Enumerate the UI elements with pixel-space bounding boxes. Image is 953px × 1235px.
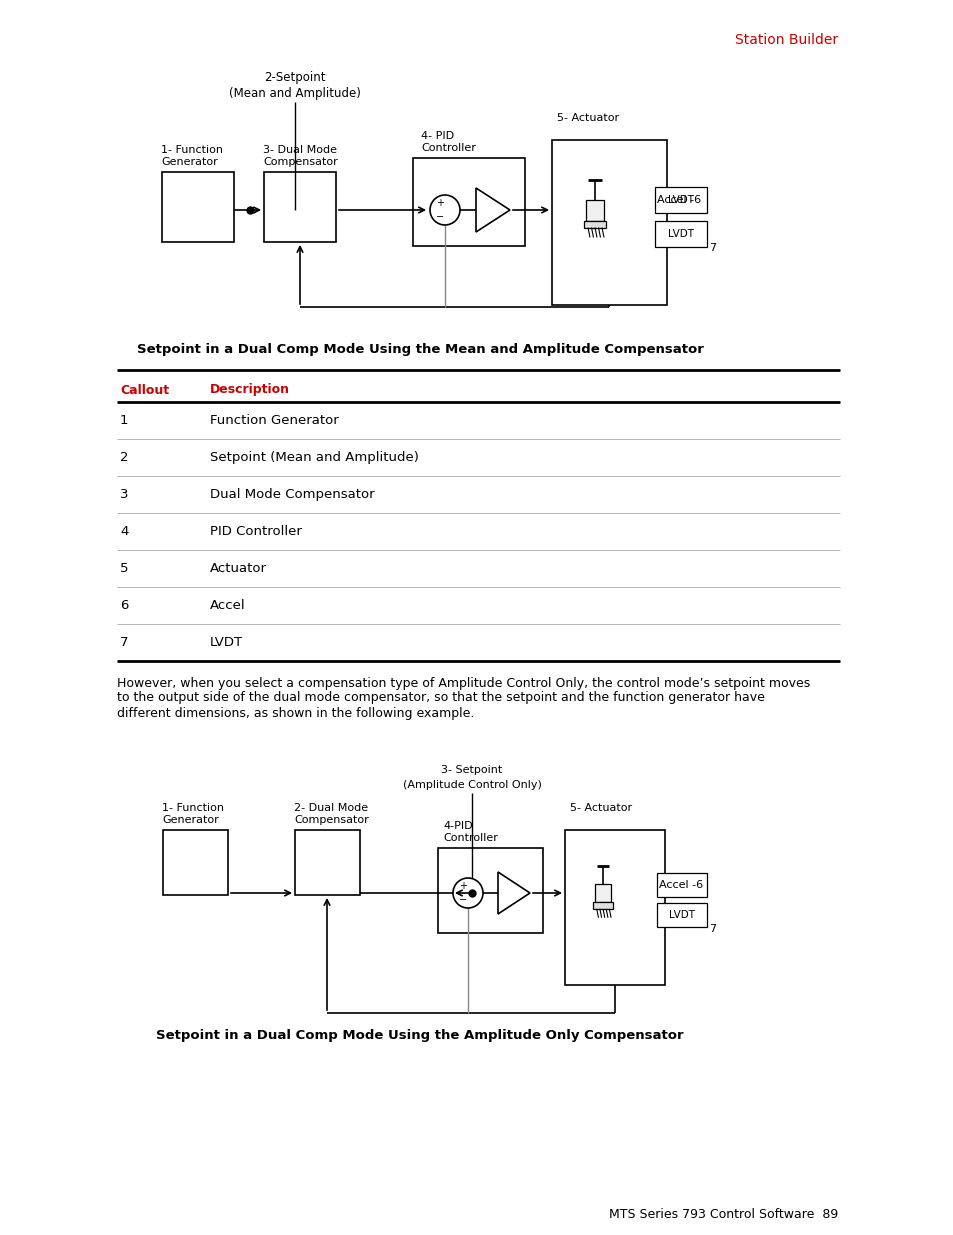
Text: (Amplitude Control Only): (Amplitude Control Only) [402,781,541,790]
Text: Compensator: Compensator [263,157,337,167]
Bar [564,830,664,986]
Text: Callout: Callout [120,384,169,396]
Text: Compensator: Compensator [294,815,369,825]
Text: 5- Actuator: 5- Actuator [557,112,618,124]
Text: Setpoint (Mean and Amplitude): Setpoint (Mean and Amplitude) [210,451,418,464]
Text: +: + [458,882,466,892]
Text: 5- Actuator: 5- Actuator [569,803,632,813]
Text: However, when you select a compensation type of Amplitude Control Only, the cont: However, when you select a compensation … [117,677,809,689]
Text: 4-PID: 4-PID [442,821,472,831]
Text: 2- Dual Mode: 2- Dual Mode [294,803,368,813]
Text: Description: Description [210,384,290,396]
Bar [552,140,666,305]
Text: 7: 7 [708,924,716,934]
Text: 2-Setpoint: 2-Setpoint [264,72,325,84]
Bar [163,830,228,895]
Bar [593,903,612,909]
Text: Generator: Generator [161,157,217,167]
Bar [657,873,706,897]
Text: LVDT: LVDT [668,910,695,920]
Text: 3- Setpoint: 3- Setpoint [441,764,502,776]
Text: 3- Dual Mode: 3- Dual Mode [263,144,336,156]
Text: Setpoint in a Dual Comp Mode Using the Mean and Amplitude Compensator: Setpoint in a Dual Comp Mode Using the M… [136,343,702,357]
Bar [437,848,542,932]
Text: to the output side of the dual mode compensator, so that the setpoint and the fu: to the output side of the dual mode comp… [117,692,764,704]
Text: (Mean and Amplitude): (Mean and Amplitude) [229,88,360,100]
Text: different dimensions, as shown in the following example.: different dimensions, as shown in the fo… [117,706,474,720]
Circle shape [430,195,459,225]
Bar [413,158,524,246]
Bar [583,221,605,227]
Text: LVDT: LVDT [667,195,693,205]
Text: 7: 7 [708,243,716,253]
Bar [595,883,611,903]
Bar [655,186,706,212]
Polygon shape [497,872,530,914]
Text: Generator: Generator [162,815,218,825]
Text: +: + [436,199,443,209]
Text: Setpoint in a Dual Comp Mode Using the Amplitude Only Compensator: Setpoint in a Dual Comp Mode Using the A… [156,1030,683,1042]
Bar [655,221,706,247]
Bar [657,903,706,927]
Text: Accel -6: Accel -6 [659,881,702,890]
Text: Function Generator: Function Generator [210,414,338,427]
Text: 1- Function: 1- Function [162,803,224,813]
Polygon shape [476,188,510,232]
Text: 4: 4 [120,525,129,538]
Text: 7: 7 [120,636,129,650]
Text: 5: 5 [120,562,129,576]
Text: Accel: Accel [210,599,245,613]
Text: Actuator: Actuator [210,562,267,576]
Text: LVDT: LVDT [667,228,693,240]
Text: Accel -6: Accel -6 [657,195,700,205]
Bar [162,172,233,242]
Text: 3: 3 [120,488,129,501]
Text: 6: 6 [120,599,129,613]
Bar [585,200,603,221]
Text: PID Controller: PID Controller [210,525,301,538]
Text: −: − [458,894,466,905]
Text: 1: 1 [120,414,129,427]
Text: LVDT: LVDT [210,636,243,650]
Text: Controller: Controller [442,832,497,844]
Text: −: − [436,211,443,222]
Bar [294,830,359,895]
Bar [264,172,335,242]
Text: 1- Function: 1- Function [161,144,223,156]
Text: Station Builder: Station Builder [734,33,837,47]
Text: Dual Mode Compensator: Dual Mode Compensator [210,488,375,501]
Text: Controller: Controller [420,143,476,153]
Text: MTS Series 793 Control Software  89: MTS Series 793 Control Software 89 [608,1209,837,1221]
Circle shape [453,878,482,908]
Text: 4- PID: 4- PID [420,131,454,141]
Text: 2: 2 [120,451,129,464]
